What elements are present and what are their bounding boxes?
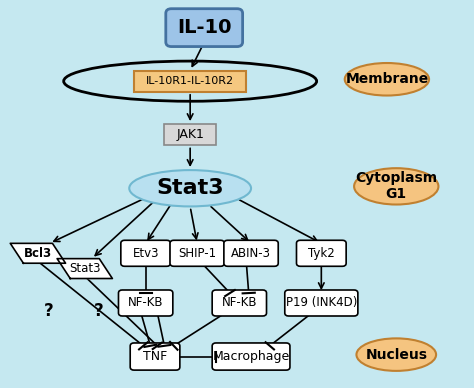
Polygon shape bbox=[10, 243, 65, 263]
Text: Tyk2: Tyk2 bbox=[308, 247, 335, 260]
Text: Bcl3: Bcl3 bbox=[24, 247, 52, 260]
FancyBboxPatch shape bbox=[166, 9, 243, 47]
Ellipse shape bbox=[356, 338, 436, 371]
Text: Stat3: Stat3 bbox=[69, 262, 100, 275]
Text: Membrane: Membrane bbox=[345, 72, 428, 86]
Text: ?: ? bbox=[94, 301, 104, 320]
Text: Etv3: Etv3 bbox=[132, 247, 159, 260]
FancyBboxPatch shape bbox=[134, 71, 246, 92]
Text: P19 (INK4D): P19 (INK4D) bbox=[286, 296, 357, 310]
Text: Cytoplasm
G1: Cytoplasm G1 bbox=[355, 171, 438, 201]
Ellipse shape bbox=[345, 63, 429, 95]
FancyBboxPatch shape bbox=[285, 290, 358, 316]
FancyBboxPatch shape bbox=[212, 343, 290, 370]
Text: IL-10: IL-10 bbox=[177, 18, 231, 37]
Ellipse shape bbox=[354, 168, 438, 204]
Ellipse shape bbox=[129, 170, 251, 206]
Text: Nucleus: Nucleus bbox=[365, 348, 427, 362]
FancyBboxPatch shape bbox=[212, 290, 266, 316]
Text: ?: ? bbox=[44, 301, 54, 320]
Polygon shape bbox=[57, 259, 112, 279]
Text: JAK1: JAK1 bbox=[176, 128, 204, 141]
Text: ABIN-3: ABIN-3 bbox=[231, 247, 271, 260]
FancyBboxPatch shape bbox=[121, 240, 171, 266]
FancyBboxPatch shape bbox=[224, 240, 278, 266]
Text: NF-KB: NF-KB bbox=[221, 296, 257, 310]
Text: SHIP-1: SHIP-1 bbox=[178, 247, 216, 260]
FancyBboxPatch shape bbox=[118, 290, 173, 316]
FancyBboxPatch shape bbox=[170, 240, 224, 266]
Text: Stat3: Stat3 bbox=[156, 178, 224, 198]
Text: NF-KB: NF-KB bbox=[128, 296, 164, 310]
Text: IL-10R1-IL-10R2: IL-10R1-IL-10R2 bbox=[146, 76, 234, 86]
Text: TNF: TNF bbox=[143, 350, 167, 363]
FancyBboxPatch shape bbox=[164, 124, 216, 145]
Text: Macrophage: Macrophage bbox=[212, 350, 290, 363]
FancyBboxPatch shape bbox=[297, 240, 346, 266]
FancyBboxPatch shape bbox=[130, 343, 180, 370]
